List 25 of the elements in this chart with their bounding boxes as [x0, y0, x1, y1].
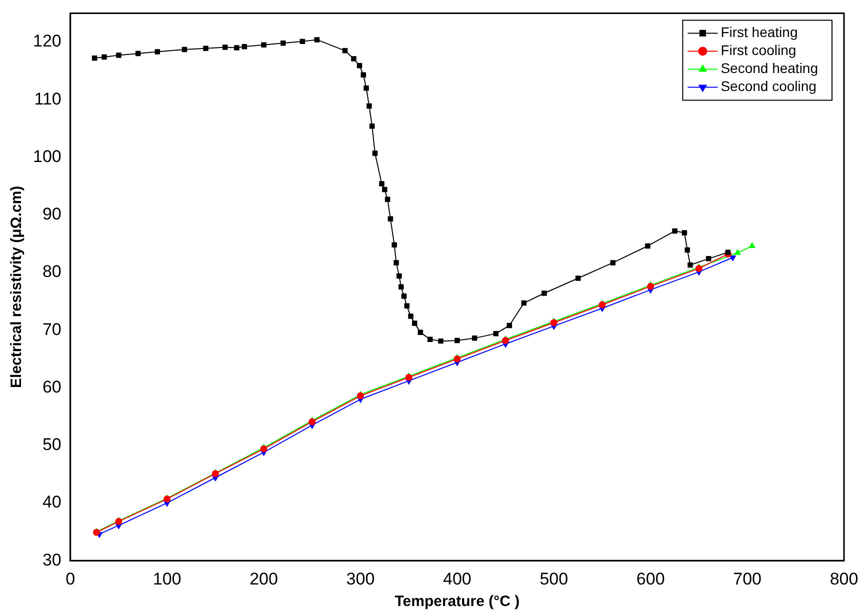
- x-tick-label: 400: [442, 569, 472, 588]
- x-tick-label: 0: [66, 569, 76, 588]
- y-tick-label: 50: [42, 435, 62, 454]
- x-axis-title: Temperature (°C ): [394, 593, 520, 610]
- legend-label: First cooling: [720, 42, 796, 58]
- x-tick-label: 200: [250, 569, 278, 588]
- x-tick-label: 500: [540, 569, 568, 588]
- x-tick-label: 300: [346, 569, 375, 588]
- y-tick-label: 110: [34, 89, 62, 108]
- y-tick-label: 60: [42, 377, 62, 396]
- legend-label: Second heating: [720, 60, 818, 76]
- x-tick-label: 800: [830, 569, 858, 588]
- legend-label: First heating: [720, 24, 798, 40]
- y-tick-label: 80: [42, 262, 62, 282]
- y-axis-title: Electrical resistivity (μΩ.cm): [8, 186, 26, 388]
- y-tick-label: 30: [42, 550, 62, 570]
- y-tick-label: 40: [42, 492, 62, 512]
- y-tick-label: 100: [32, 146, 62, 166]
- x-tick-label: 100: [152, 569, 182, 588]
- legend-label: Second cooling: [720, 78, 816, 94]
- y-tick-label: 70: [42, 320, 62, 339]
- x-tick-label: 700: [733, 569, 762, 588]
- x-tick-label: 600: [636, 569, 665, 588]
- y-tick-label: 120: [32, 32, 62, 51]
- y-tick-label: 90: [42, 204, 62, 224]
